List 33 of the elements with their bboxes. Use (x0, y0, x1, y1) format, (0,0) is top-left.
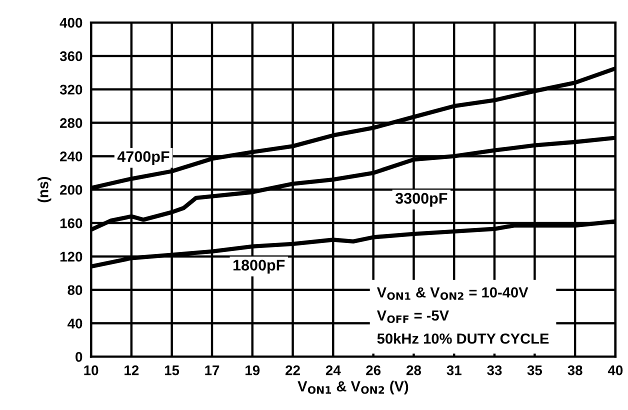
y-tick-label: 40 (67, 318, 82, 328)
x-tick-label: 31 (446, 365, 462, 376)
x-tick-label: 10 (84, 365, 98, 376)
y-tick-label: 200 (60, 184, 82, 195)
y-tick-label: 120 (60, 252, 82, 262)
x-tick-label: 38 (568, 365, 582, 376)
x-axis-title: V$_{ON1}$ & V$_{ON2}$ (V) (298, 380, 408, 394)
y-tick-label: 240 (60, 152, 82, 162)
y-tick-label: 160 (60, 218, 82, 228)
x-tick-label: 28 (406, 365, 422, 376)
x-tick-label: 19 (246, 365, 260, 376)
x-tick-label: 26 (366, 365, 381, 376)
series-label: 3300pF (395, 192, 448, 207)
y-tick-label: 80 (68, 285, 82, 296)
y-axis-title: (ns) (38, 176, 52, 202)
x-tick-label: 35 (527, 365, 542, 376)
series-label: 4700pF (117, 151, 170, 165)
annotation: 50kHz 10% DUTY CYCLE (377, 333, 549, 344)
y-tick-label: 320 (60, 84, 82, 95)
x-tick-label: 17 (205, 366, 220, 376)
annotation: V$_{OFF}$ = -5V (376, 310, 449, 324)
series-label: 1800pF (234, 260, 285, 274)
x-tick-label: 15 (164, 366, 180, 376)
y-tick-label: 280 (60, 118, 82, 128)
x-tick-label: 12 (124, 365, 139, 376)
x-tick-label: 33 (487, 365, 502, 376)
annotation: V$_{ON1}$ & V$_{ON2}$ = 10-40V (376, 287, 528, 300)
x-tick-label: 22 (286, 365, 300, 376)
y-tick-label: 360 (60, 51, 82, 62)
x-tick-label: 24 (326, 365, 341, 376)
y-tick-label: 0 (76, 352, 82, 362)
y-tick-label: 400 (60, 18, 82, 28)
x-tick-label: 40 (608, 365, 623, 376)
